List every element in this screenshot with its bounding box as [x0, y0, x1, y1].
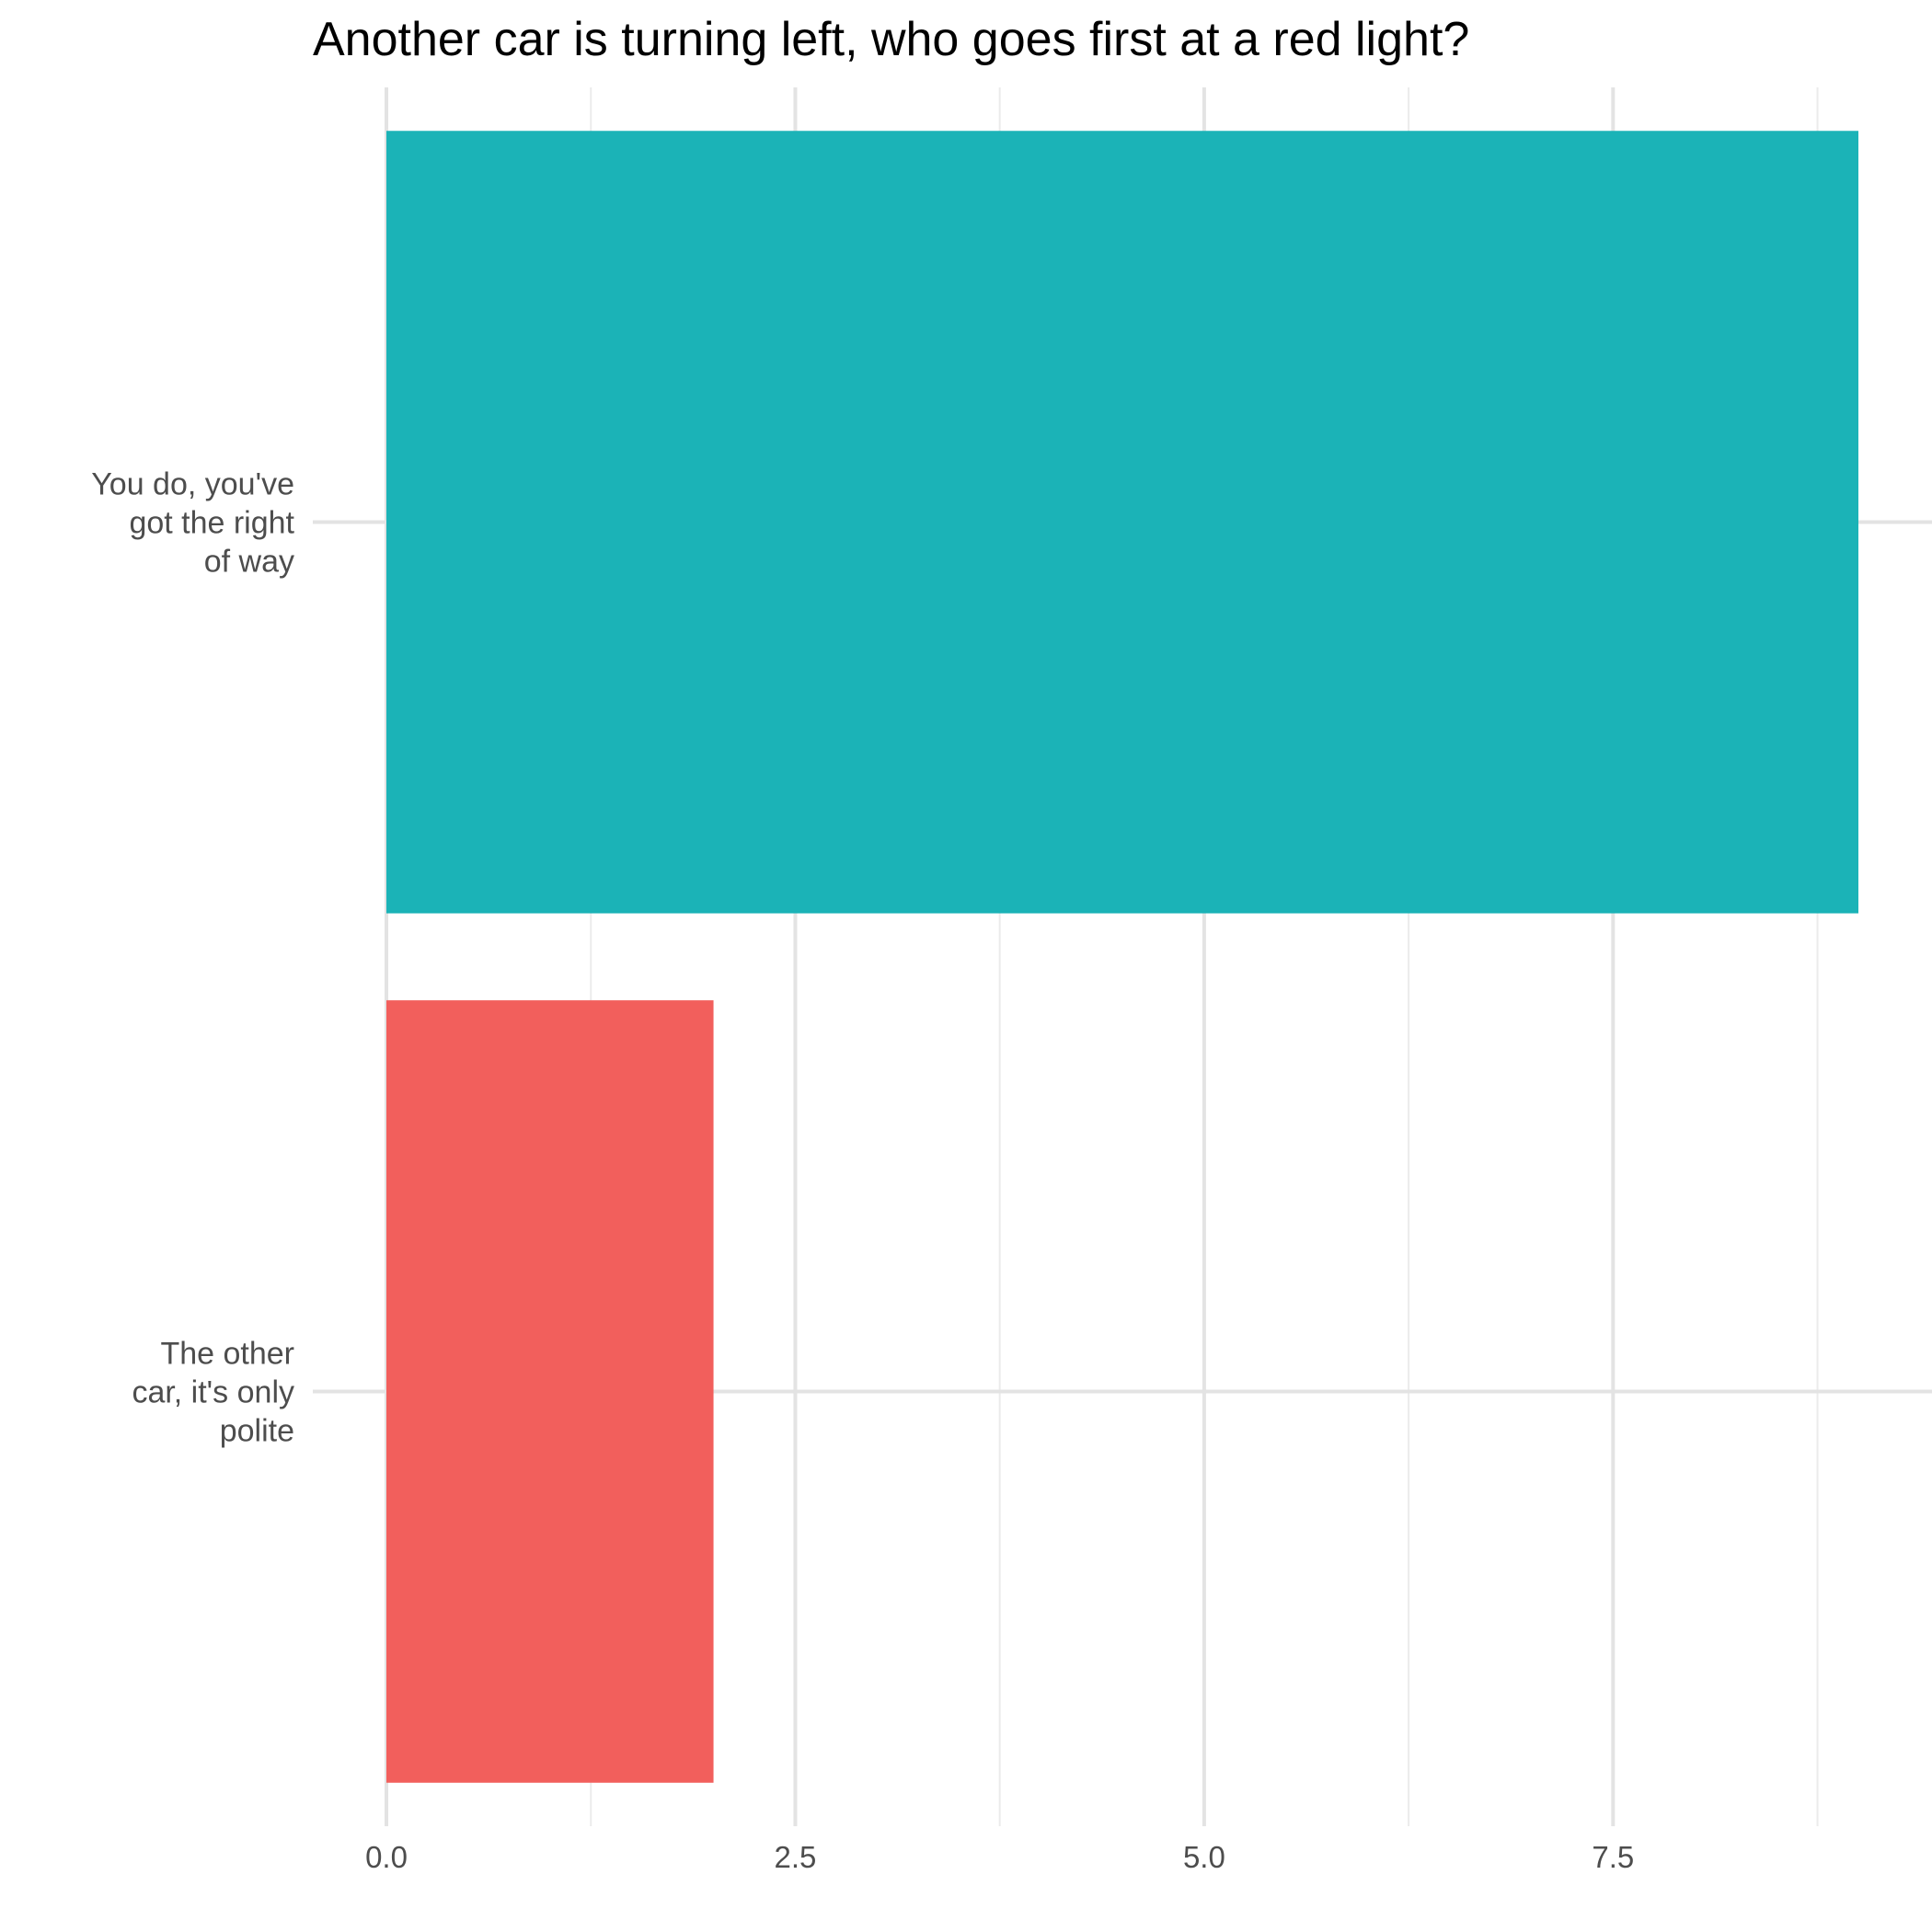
bar-1 [386, 131, 1858, 914]
bars [386, 131, 1858, 1783]
category-label-line: The other [160, 1337, 294, 1372]
x-tick-label: 2.5 [775, 1840, 817, 1874]
category-labels: You do, you've got the right of way The oth… [91, 467, 294, 1449]
category-label-line: car, it's only [132, 1375, 294, 1410]
x-tick-label: 5.0 [1183, 1840, 1225, 1874]
category-label: You do, you've got the right of way [91, 467, 294, 580]
category-label-line: got the right [129, 506, 294, 541]
category-label-line: of way [204, 545, 294, 580]
bar-2 [386, 1000, 714, 1783]
category-label-line: polite [220, 1414, 294, 1449]
x-tick-label: 7.5 [1592, 1840, 1634, 1874]
x-tick-label: 0.0 [365, 1840, 408, 1874]
category-label-line: You do, you've [91, 467, 294, 502]
x-tick-labels: 0.0 2.5 5.0 7.5 [365, 1840, 1634, 1874]
category-label: The other car, it's only polite [132, 1337, 294, 1449]
chart-title: Another car is turning left, who goes fi… [313, 13, 1469, 66]
